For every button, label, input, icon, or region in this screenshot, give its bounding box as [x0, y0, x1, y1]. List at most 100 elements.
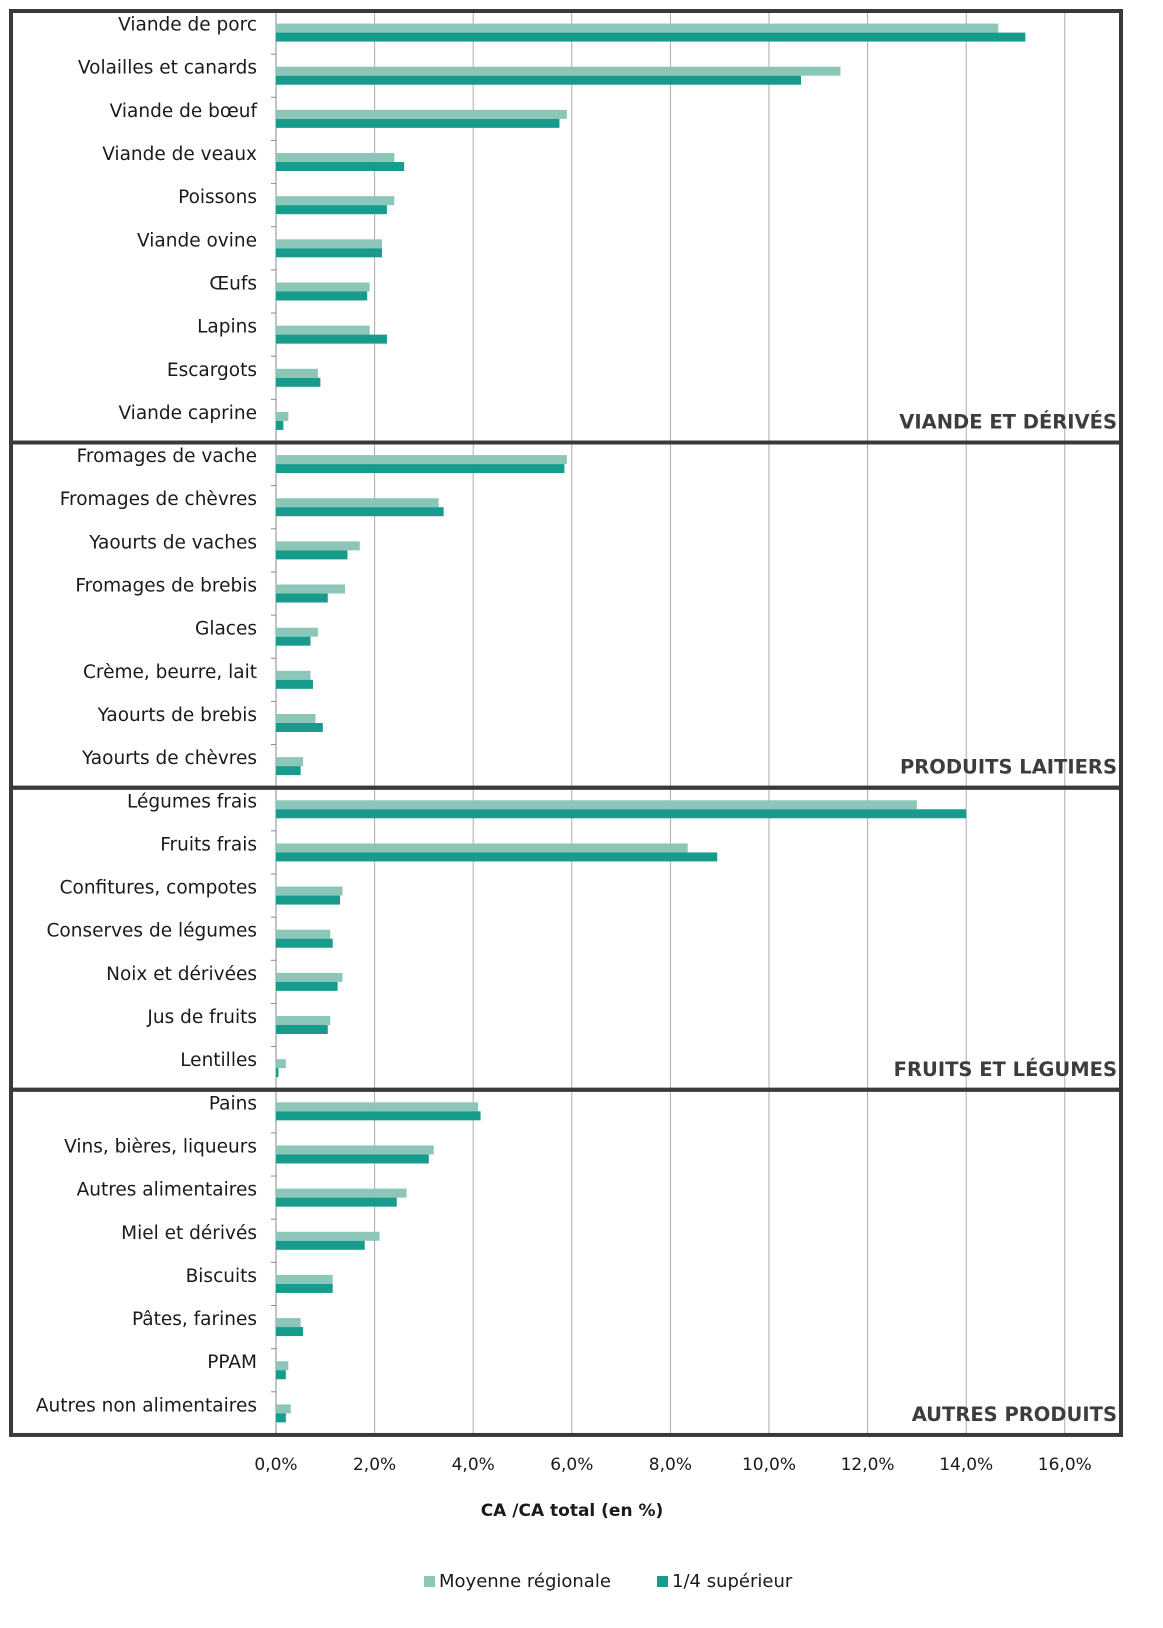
gridlines	[271, 11, 1066, 1435]
category-label: Œufs	[209, 273, 257, 294]
category-label: Pains	[209, 1093, 257, 1114]
category-label: Pâtes, farines	[132, 1309, 257, 1330]
x-tick-label: 4,0%	[452, 1455, 495, 1475]
group-label: FRUITS ET LÉGUMES	[894, 1058, 1117, 1081]
bar-quart-superieur	[276, 981, 338, 991]
x-tick-label: 16,0%	[1038, 1455, 1092, 1475]
group-frames	[9, 9, 1123, 1437]
bar-quart-superieur	[276, 420, 284, 430]
bar-quart-superieur	[276, 291, 368, 301]
bar-moyenne-regionale	[276, 325, 370, 335]
category-label: Viande caprine	[118, 403, 257, 424]
category-label: Volailles et canards	[78, 58, 257, 79]
category-label: Conserves de légumes	[47, 921, 257, 942]
bar-quart-superieur	[276, 593, 328, 603]
bar-moyenne-regionale	[276, 670, 311, 680]
bar-moyenne-regionale	[276, 1016, 331, 1026]
x-tick-label: 0,0%	[254, 1455, 297, 1475]
bar-quart-superieur	[276, 507, 444, 517]
bar-moyenne-regionale	[276, 1059, 286, 1069]
category-label: Autres alimentaires	[77, 1180, 257, 1201]
bar-quart-superieur	[276, 1154, 429, 1164]
category-label: Vins, bières, liqueurs	[64, 1136, 257, 1157]
bar-quart-superieur	[276, 766, 301, 776]
bar-moyenne-regionale	[276, 929, 331, 939]
group-frame	[9, 1087, 1123, 1437]
bar-quart-superieur	[276, 377, 321, 387]
bar-quart-superieur	[276, 32, 1026, 42]
category-label: Noix et dérivées	[106, 964, 257, 985]
bar-moyenne-regionale	[276, 411, 289, 421]
legend-swatch-moyenne-regionale	[424, 1576, 435, 1587]
bar-moyenne-regionale	[276, 1102, 479, 1112]
group-label: VIANDE ET DÉRIVÉS	[899, 411, 1117, 434]
bar-moyenne-regionale	[276, 1274, 333, 1284]
x-axis: CA /CA total (en %) 0,0% 2,0% 4,0% 6,0% 8,0%…	[254, 1455, 1091, 1521]
category-label: Confitures, compotes	[60, 878, 257, 899]
bar-moyenne-regionale	[276, 713, 316, 723]
bar-moyenne-regionale	[276, 66, 841, 76]
category-label: Yaourts de vaches	[88, 532, 257, 553]
x-tick-label: 2,0%	[353, 1455, 396, 1475]
group-label: PRODUITS LAITIERS	[900, 756, 1117, 779]
category-label: Viande de porc	[118, 15, 257, 36]
bar-quart-superieur	[276, 334, 387, 344]
bar-quart-superieur	[276, 1197, 397, 1207]
category-label: Biscuits	[186, 1266, 257, 1287]
bar-moyenne-regionale	[276, 23, 999, 33]
category-label: Yaourts de brebis	[97, 705, 257, 726]
bar-moyenne-regionale	[276, 627, 318, 637]
bars	[276, 23, 1026, 1423]
bar-quart-superieur	[276, 679, 313, 689]
category-label: Lapins	[197, 317, 257, 338]
bar-moyenne-regionale	[276, 1404, 291, 1414]
bar-moyenne-regionale	[276, 843, 688, 853]
x-tick-label: 8,0%	[649, 1455, 692, 1475]
bar-quart-superieur	[276, 895, 341, 905]
category-label: Viande de bœuf	[110, 101, 258, 122]
category-label: Fruits frais	[160, 834, 257, 855]
bar-moyenne-regionale	[276, 1231, 380, 1241]
bar-moyenne-regionale	[276, 498, 439, 508]
bar-moyenne-regionale	[276, 1318, 301, 1328]
bar-quart-superieur	[276, 1111, 481, 1121]
bar-quart-superieur	[276, 1413, 286, 1423]
bar-moyenne-regionale	[276, 972, 343, 982]
bar-quart-superieur	[276, 809, 967, 819]
bar-quart-superieur	[276, 1240, 365, 1250]
bar-quart-superieur	[276, 722, 323, 732]
bar-moyenne-regionale	[276, 153, 395, 163]
bar-moyenne-regionale	[276, 757, 304, 767]
category-label: Miel et dérivés	[121, 1223, 257, 1244]
category-label: Fromages de brebis	[75, 576, 257, 597]
bar-quart-superieur	[276, 550, 348, 560]
bar-moyenne-regionale	[276, 109, 567, 119]
bar-moyenne-regionale	[276, 455, 567, 465]
bar-quart-superieur	[276, 852, 718, 862]
bar-moyenne-regionale	[276, 800, 917, 810]
bar-moyenne-regionale	[276, 196, 395, 206]
bar-moyenne-regionale	[276, 541, 360, 551]
bar-quart-superieur	[276, 205, 387, 215]
bar-quart-superieur	[276, 636, 311, 646]
bar-moyenne-regionale	[276, 368, 318, 378]
category-label: Légumes frais	[127, 791, 257, 812]
x-tick-label: 14,0%	[939, 1455, 993, 1475]
bar-moyenne-regionale	[276, 886, 343, 896]
bar-quart-superieur	[276, 118, 560, 128]
category-label: Poissons	[178, 187, 257, 208]
x-axis-title: CA /CA total (en %)	[481, 1501, 664, 1521]
legend-label-moyenne-regionale: Moyenne régionale	[439, 1571, 611, 1592]
bar-quart-superieur	[276, 938, 333, 948]
bar-quart-superieur	[276, 162, 405, 172]
bar-quart-superieur	[276, 1025, 328, 1035]
bar-moyenne-regionale	[276, 1188, 407, 1198]
bar-quart-superieur	[276, 75, 802, 85]
bar-moyenne-regionale	[276, 239, 382, 249]
x-tick-label: 12,0%	[841, 1455, 895, 1475]
bar-quart-superieur	[276, 464, 565, 474]
category-labels: Viande de porc Volailles et canards Viande…	[36, 15, 1117, 1426]
bar-moyenne-regionale	[276, 1145, 434, 1155]
group-label: AUTRES PRODUITS	[912, 1403, 1117, 1426]
